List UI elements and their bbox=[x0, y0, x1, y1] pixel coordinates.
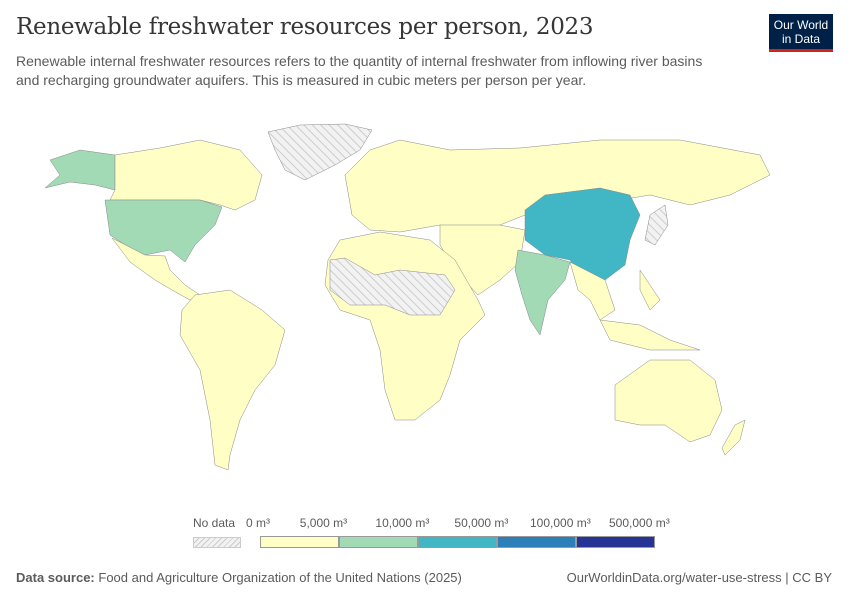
world-map bbox=[44, 123, 771, 471]
legend-tick-label: 50,000 m³ bbox=[454, 516, 509, 530]
region-new-zealand[interactable] bbox=[721, 419, 746, 456]
region-southeast-asia[interactable] bbox=[569, 261, 701, 351]
region-japan[interactable] bbox=[644, 204, 669, 246]
legend-bin-4[interactable] bbox=[576, 536, 655, 548]
chart-subtitle: Renewable internal freshwater resources … bbox=[16, 53, 703, 88]
region-greenland[interactable] bbox=[267, 123, 373, 181]
source-label: Data source: bbox=[16, 570, 95, 585]
legend-tick-label: 100,000 m³ bbox=[530, 516, 591, 530]
legend-tick-label: 500,000 m³ bbox=[609, 516, 670, 530]
data-source: Data source: Food and Agriculture Organi… bbox=[16, 570, 462, 585]
legend-bin-3[interactable] bbox=[497, 536, 576, 548]
legend-no-data-label: No data bbox=[193, 516, 236, 530]
owid-logo[interactable]: Our World in Data bbox=[769, 14, 833, 52]
region-europe-russia[interactable] bbox=[344, 139, 771, 233]
source-url[interactable]: OurWorldinData.org/water-use-stress | CC… bbox=[566, 570, 832, 585]
legend-tick-label: 5,000 m³ bbox=[299, 516, 348, 530]
region-sahel-no-data[interactable] bbox=[329, 257, 456, 316]
source-text: Food and Agriculture Organization of the… bbox=[98, 570, 462, 585]
legend-no-data-swatch bbox=[193, 537, 241, 548]
chart-title: Renewable freshwater resources per perso… bbox=[16, 14, 594, 40]
legend-bin-0[interactable] bbox=[260, 536, 339, 548]
region-alaska[interactable] bbox=[44, 149, 116, 191]
legend-bin-2[interactable] bbox=[418, 536, 497, 548]
legend-tick-label: 10,000 m³ bbox=[375, 516, 430, 530]
region-usa[interactable] bbox=[104, 199, 223, 263]
region-india[interactable] bbox=[514, 249, 571, 336]
logo-line1: Our World bbox=[773, 18, 829, 32]
legend-color-scale bbox=[260, 536, 655, 548]
region-south-america[interactable] bbox=[179, 289, 286, 471]
logo-line2: in Data bbox=[781, 32, 821, 46]
legend-bin-1[interactable] bbox=[339, 536, 418, 548]
legend-tick-label: 0 m³ bbox=[246, 516, 270, 530]
region-canada[interactable] bbox=[109, 139, 263, 211]
region-australia[interactable] bbox=[614, 359, 723, 443]
